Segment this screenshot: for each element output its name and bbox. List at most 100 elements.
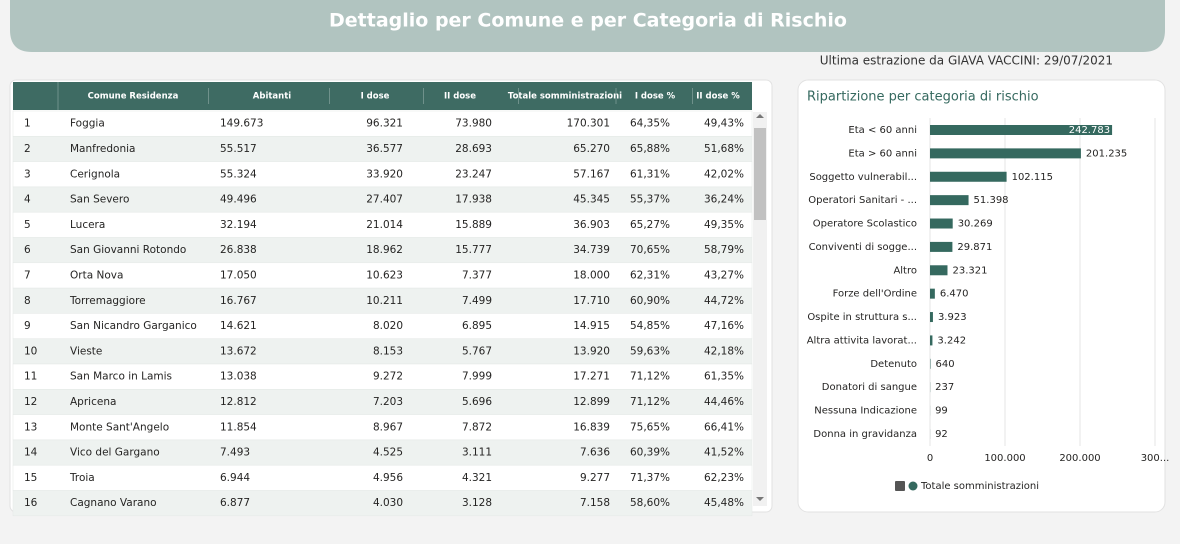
table-cell: 10.211 — [366, 295, 403, 307]
table-cell: San Nicandro Garganico — [70, 320, 197, 332]
table-cell: 36.903 — [573, 219, 610, 231]
table-cell: San Severo — [70, 194, 129, 206]
table-cell: 28.693 — [455, 143, 492, 155]
column-header: Totale somministrazioni — [508, 92, 622, 102]
table-cell: 18.962 — [366, 244, 403, 256]
table-cell: Orta Nova — [70, 269, 123, 281]
data-label: 3.923 — [938, 312, 967, 323]
column-header: II dose — [444, 92, 476, 102]
bar — [930, 335, 933, 346]
table-cell: 17.710 — [573, 295, 610, 307]
table-cell: 64,35% — [630, 118, 670, 130]
data-label: 23.321 — [952, 265, 987, 276]
table-row — [12, 287, 753, 314]
table-cell: 49,35% — [704, 219, 744, 231]
table-cell: 26.838 — [220, 244, 257, 256]
table-cell: 16.839 — [573, 421, 610, 433]
table-cell: Vico del Gargano — [70, 447, 160, 459]
table-cell: 59,63% — [630, 345, 670, 357]
table-cell: 54,85% — [630, 320, 670, 332]
table-row — [12, 237, 753, 264]
table-cell: 11.854 — [220, 421, 257, 433]
legend-checkbox — [895, 481, 905, 491]
table-cell: 5.767 — [462, 345, 492, 357]
y-tick-label: Forze dell'Ordine — [833, 289, 917, 300]
chart-panel — [797, 79, 1166, 513]
table-row — [12, 389, 753, 415]
table-cell: 16 — [24, 497, 38, 509]
table-cell: Troia — [69, 472, 95, 484]
table-cell: 9 — [24, 320, 31, 332]
table-header — [13, 82, 752, 110]
table-cell: 51,68% — [704, 143, 744, 155]
table-cell: 16.767 — [220, 295, 257, 307]
table-cell: 45.345 — [573, 194, 610, 206]
table-cell: 55.517 — [220, 143, 257, 155]
table-cell: 33.920 — [366, 168, 403, 180]
table-cell: Monte Sant'Angelo — [70, 421, 169, 433]
table-cell: 27.407 — [366, 194, 403, 206]
chart: 0 100.000 200.000 300... Eta < 60 anni 242.78… — [807, 118, 1169, 492]
y-tick-label: Operatori Sanitari - ... — [808, 195, 917, 206]
table-row — [12, 186, 753, 213]
table-cell: 41,52% — [704, 447, 744, 459]
table-row — [12, 464, 753, 491]
table-cell: 8 — [24, 295, 31, 307]
table-cell: 17.271 — [573, 371, 610, 383]
table-cell: Lucera — [70, 219, 105, 231]
table-cell: 6.944 — [220, 472, 250, 484]
table-row — [12, 110, 753, 137]
data-label: 30.269 — [958, 219, 993, 230]
table-row — [12, 211, 753, 238]
table-cell: 61,35% — [704, 371, 744, 383]
y-tick-label: Nessuna Indicazione — [814, 406, 917, 417]
legend-label: Totale somministrazioni — [920, 481, 1039, 492]
table-cell: 12.812 — [220, 396, 257, 408]
table-cell: 55.324 — [220, 168, 257, 180]
table-cell: 7.499 — [462, 295, 492, 307]
table-cell: 32.194 — [220, 219, 257, 231]
table-row — [12, 414, 753, 441]
bar — [930, 288, 935, 299]
table-row — [12, 136, 753, 162]
table-cell: 3.128 — [462, 497, 492, 509]
x-tick-label: 0 — [927, 453, 933, 464]
y-tick-label: Altra attivita lavorat... — [807, 335, 917, 346]
scroll-thumb[interactable] — [754, 128, 766, 220]
bar — [930, 125, 1113, 135]
chart-title: Ripartizione per categoria di rischio — [807, 90, 1039, 105]
table-cell: 17.050 — [220, 269, 257, 281]
bar — [930, 312, 933, 323]
table-cell: Foggia — [70, 118, 105, 130]
table-cell: 8.967 — [373, 421, 403, 433]
y-tick-label: Donna in gravidanza — [813, 429, 917, 440]
table-cell: 9.277 — [580, 472, 610, 484]
table-cell: 4.030 — [373, 497, 403, 509]
y-tick-label: Eta > 60 anni — [848, 148, 917, 159]
table-cell: 12 — [24, 396, 37, 408]
y-tick-label: Eta < 60 anni — [848, 125, 917, 136]
data-label: 201.235 — [1086, 148, 1127, 159]
table-cell: 17.938 — [455, 194, 492, 206]
table-cell: 62,23% — [704, 472, 744, 484]
data-label: 237 — [935, 382, 954, 393]
header-subtitle: Ultima estrazione da GIAVA VACCINI: 29/0… — [820, 54, 1113, 68]
table-cell: Torremaggiore — [69, 295, 146, 307]
table-cell: 5 — [24, 219, 31, 231]
table-cell: 15.889 — [455, 219, 492, 231]
table-cell: 70,65% — [630, 244, 670, 256]
table-cell: 7.203 — [373, 396, 403, 408]
table-cell: 58,79% — [704, 244, 744, 256]
table-cell: 5.696 — [462, 396, 492, 408]
table-cell: 149.673 — [220, 118, 263, 130]
table-cell: 49.496 — [220, 194, 257, 206]
table-cell: 65,88% — [630, 143, 670, 155]
table-cell: 4.525 — [373, 447, 403, 459]
table-row — [12, 161, 753, 188]
table-cell: 7.636 — [580, 447, 610, 459]
bar — [930, 241, 953, 252]
table-row — [12, 313, 753, 339]
table-cell: 36,24% — [704, 194, 744, 206]
